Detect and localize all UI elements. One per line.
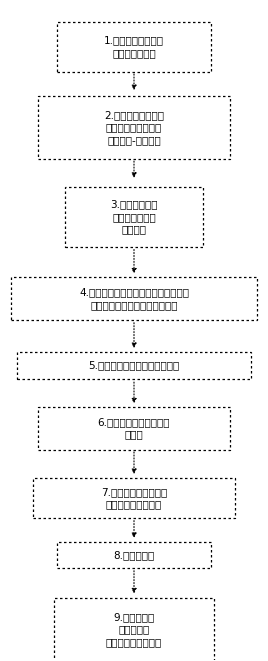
FancyBboxPatch shape: [57, 541, 211, 568]
Text: 4.選択された所望の培地成分の載置量
のチェック。粉末成分量量検出: 4.選択された所望の培地成分の載置量 のチェック。粉末成分量量検出: [79, 288, 189, 310]
FancyBboxPatch shape: [65, 187, 203, 247]
FancyBboxPatch shape: [38, 96, 230, 159]
FancyBboxPatch shape: [54, 598, 214, 660]
Text: 8.成分の混合: 8.成分の混合: [113, 550, 155, 560]
Text: 6.ステージング混合領域
に送達: 6.ステージング混合領域 に送達: [98, 417, 170, 440]
Text: 1.ユーザーが培地の
修正を選択する: 1.ユーザーが培地の 修正を選択する: [104, 36, 164, 58]
FancyBboxPatch shape: [33, 479, 235, 518]
FancyBboxPatch shape: [38, 407, 230, 449]
Text: 5.回転が所望の成分を選択する: 5.回転が所望の成分を選択する: [88, 360, 180, 370]
Text: 3.脇培地に対す
る培地のクロス
チェック: 3.脇培地に対す る培地のクロス チェック: [110, 200, 158, 235]
Text: 7.粉末成分を水和する
水バッファーの送達: 7.粉末成分を水和する 水バッファーの送達: [101, 487, 167, 509]
FancyBboxPatch shape: [17, 352, 251, 379]
Text: 2.ユーザーが培地に
添加する培地成分を
選択する-粉末成分: 2.ユーザーが培地に 添加する培地成分を 選択する-粉末成分: [104, 110, 164, 145]
FancyBboxPatch shape: [11, 278, 257, 321]
FancyBboxPatch shape: [57, 22, 211, 71]
Text: 9.水和された
成分を培養
ディッシュ上に分注: 9.水和された 成分を培養 ディッシュ上に分注: [106, 612, 162, 646]
